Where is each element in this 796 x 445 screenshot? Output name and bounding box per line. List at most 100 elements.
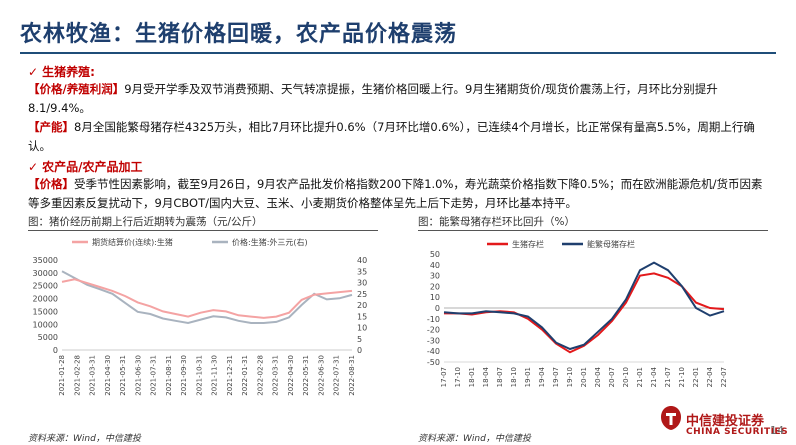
legend-label-sows: 能繁母猪存栏	[587, 239, 635, 249]
x-tick-label: 20-01	[580, 367, 588, 387]
x-tick-label: 22-04	[706, 366, 714, 387]
x-tick-label: 18-01	[468, 367, 476, 387]
y-left-tick-label: 15000	[33, 307, 58, 316]
y-right-tick-label: 40	[357, 256, 367, 265]
y-right-tick-label: 5	[357, 335, 362, 344]
tag-capacity: 【产能】	[28, 120, 74, 134]
x-tick-label: 2022-01-31	[241, 355, 249, 396]
series-line-futures	[61, 278, 353, 319]
x-tick-label: 2021-04-30	[104, 355, 112, 396]
x-tick-label: 2021-05-31	[119, 355, 127, 396]
page-title: 农林牧渔：生猪价格回暖，农产品价格震荡	[20, 22, 458, 47]
y-tick-label: -20	[427, 326, 440, 335]
paragraph-text: 受季节性因素影响，截至9月26日，9月农产品批发价格指数200下降1.0%，寿光…	[28, 177, 763, 210]
y-right-tick-label: 20	[357, 301, 367, 310]
section-hog-farming: ✓ 生猪养殖:	[28, 63, 95, 80]
x-tick-label: 2022-04-30	[287, 355, 295, 396]
x-tick-label: 2022-07-31	[333, 355, 341, 396]
tag-price-profit: 【价格/养殖利润】	[28, 82, 125, 96]
paragraph-capacity: 【产能】8月全国能繁母猪存栏4325万头，相比7月环比提升0.6%（7月环比增0…	[28, 118, 768, 156]
y-right-tick-label: 0	[357, 346, 362, 355]
x-tick-label: 2022-05-31	[302, 355, 310, 396]
x-tick-label: 2021-11-30	[211, 355, 219, 396]
x-tick-label: 18-04	[482, 366, 490, 387]
x-tick-label: 2021-01-28	[58, 355, 66, 396]
x-tick-label: 19-01	[524, 367, 532, 387]
y-tick-label: 50	[430, 250, 440, 259]
x-tick-label: 21-10	[678, 367, 686, 387]
x-tick-label: 19-04	[538, 366, 546, 387]
x-tick-label: 19-07	[552, 367, 560, 387]
x-tick-label: 2022-08-31	[348, 355, 356, 396]
x-tick-label: 18-10	[510, 367, 518, 387]
paragraph-text: 9月受开学季及双节消费预期、天气转凉提振，生猪价格回暖上行。9月生猪期货价/现货…	[28, 82, 718, 115]
y-tick-label: -50	[427, 358, 440, 367]
title-rule	[20, 52, 776, 54]
figure2-caption: 图：能繁母猪存栏环比回升（%）	[418, 216, 575, 228]
figure1-caption-rule	[28, 230, 378, 231]
x-tick-label: 2021-10-31	[195, 355, 203, 396]
legend-label-hog: 生猪存栏	[512, 239, 544, 249]
figure1-caption: 图：猪价经历前期上行后近期转为震荡（元/公斤）	[28, 216, 263, 228]
x-tick-label: 22-01	[692, 367, 700, 387]
y-left-tick-label: 35000	[33, 256, 58, 265]
x-tick-label: 21-04	[650, 366, 658, 387]
x-tick-label: 2021-06-30	[134, 355, 142, 396]
x-tick-label: 2021-12-31	[226, 355, 234, 396]
x-tick-label: 2021-09-30	[180, 355, 188, 396]
y-tick-label: 10	[430, 293, 440, 302]
x-tick-label: 20-07	[608, 367, 616, 387]
x-tick-label: 17-10	[454, 367, 462, 387]
x-tick-label: 2021-03-31	[89, 355, 97, 396]
x-tick-label: 18-07	[496, 367, 504, 387]
figure1-source: 资料来源：Wind，中信建投	[28, 434, 141, 444]
y-right-tick-label: 30	[357, 279, 367, 288]
legend-label-spot: 价格:生猪:外三元(右)	[232, 237, 308, 247]
x-tick-label: 2022-02-28	[256, 355, 264, 396]
y-left-tick-label: 5000	[38, 333, 58, 342]
x-tick-label: 21-01	[636, 367, 644, 387]
x-tick-label: 2022-03-31	[272, 355, 280, 396]
y-tick-label: 40	[430, 261, 440, 270]
sow-inventory-chart: 生猪存栏 能繁母猪存栏 -50-40-30-20-100102030405017-…	[427, 239, 728, 387]
x-tick-label: 2021-07-31	[150, 355, 158, 396]
checkmark-icon: ✓	[28, 65, 39, 79]
y-left-tick-label: 10000	[33, 320, 58, 329]
paragraph-text: 8月全国能繁母猪存栏4325万头，相比7月环比提升0.6%（7月环比增0.6%）…	[28, 120, 755, 153]
checkmark-icon: ✓	[28, 160, 39, 174]
y-right-tick-label: 15	[357, 312, 367, 321]
y-right-tick-label: 35	[357, 267, 367, 276]
pig-price-chart: 期货结算价(连续):生猪 价格:生猪:外三元(右) 0 5000 10000 15000…	[33, 237, 368, 396]
page-number: 14	[770, 424, 784, 437]
figure2-source: 资料来源：Wind，中信建投	[418, 434, 531, 444]
y-tick-label: 30	[430, 272, 440, 281]
x-tick-label: 22-07	[720, 367, 728, 387]
y-left-tick-label: 20000	[33, 295, 58, 304]
y-tick-label: -40	[427, 347, 440, 356]
paragraph-agri-price: 【价格】受季节性因素影响，截至9月26日，9月农产品批发价格指数200下降1.0…	[28, 175, 768, 213]
paragraph-price-profit: 【价格/养殖利润】9月受开学季及双节消费预期、天气转凉提振，生猪价格回暖上行。9…	[28, 80, 768, 118]
logo-name-cn: 中信建投证券	[686, 414, 765, 429]
series-line-sows	[443, 261, 725, 351]
china-securities-logo-icon	[661, 406, 681, 430]
x-tick-label: 20-04	[594, 366, 602, 387]
y-right-tick-label: 25	[357, 290, 367, 299]
y-tick-label: -30	[427, 336, 440, 345]
x-tick-label: 19-10	[566, 367, 574, 387]
y-tick-label: 0	[435, 304, 440, 313]
y-tick-label: -10	[427, 315, 440, 324]
x-tick-label: 17-07	[440, 367, 448, 387]
section-label: 生猪养殖:	[42, 65, 95, 79]
legend-label-futures: 期货结算价(连续):生猪	[92, 237, 173, 247]
tag-price: 【价格】	[28, 177, 74, 191]
y-tick-label: 20	[430, 282, 440, 291]
x-tick-label: 2022-06-30	[317, 355, 325, 396]
y-left-tick-label: 25000	[33, 282, 58, 291]
x-tick-label: 21-07	[664, 367, 672, 387]
section-label: 农产品/农产品加工	[42, 160, 143, 174]
x-tick-label: 2021-02-28	[73, 355, 81, 396]
y-right-tick-label: 10	[357, 324, 367, 333]
section-agri-products: ✓ 农产品/农产品加工	[28, 158, 142, 175]
logo-name-en: CHINA SECURITIES	[686, 427, 789, 437]
x-tick-label: 20-10	[622, 367, 630, 387]
